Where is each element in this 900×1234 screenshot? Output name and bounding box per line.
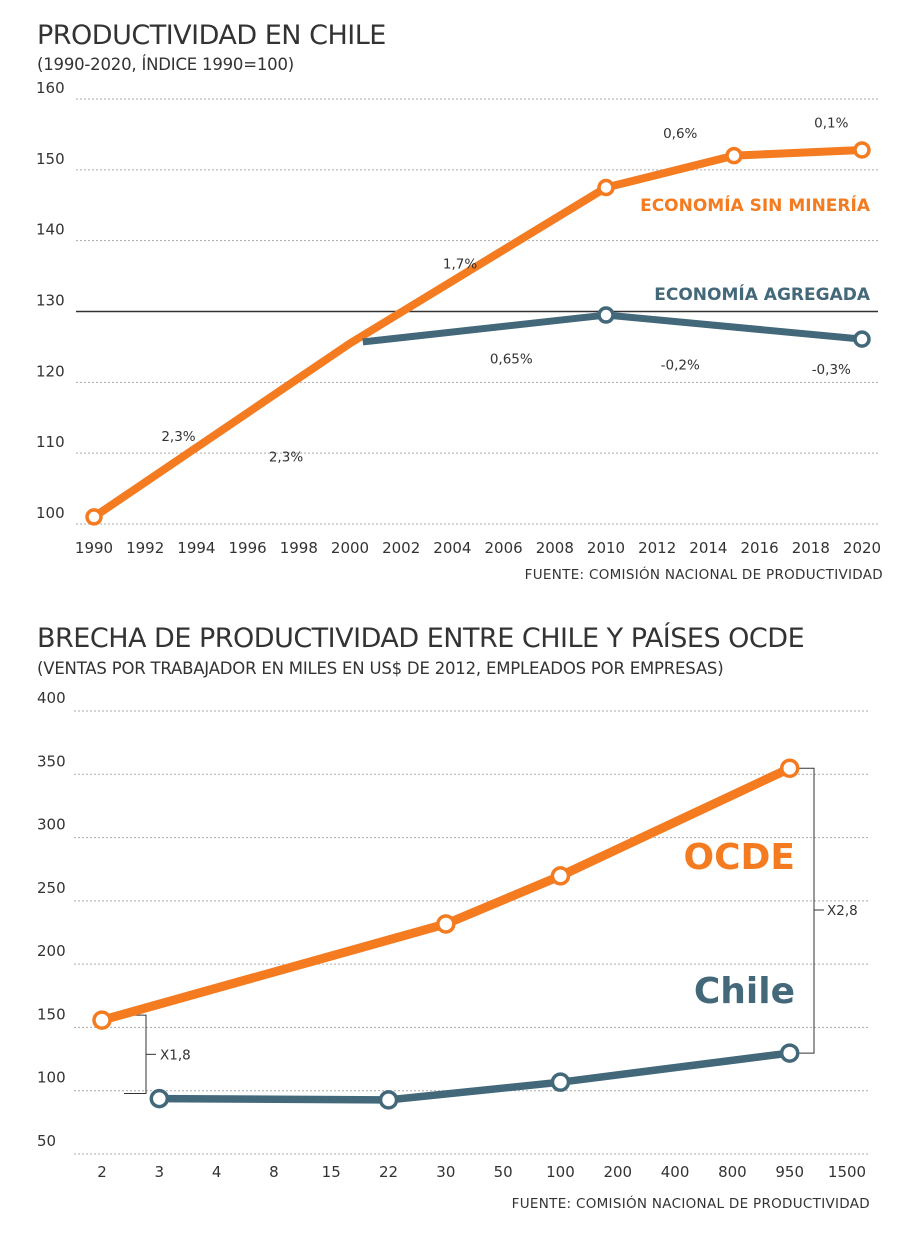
chart2-subtitle: (VENTAS POR TRABAJADOR EN MILES EN US$ D… xyxy=(37,659,724,678)
x-tick-label: 800 xyxy=(718,1163,747,1181)
y-tick-label: 130 xyxy=(36,292,65,310)
series-label: ECONOMÍA AGREGADA xyxy=(654,283,871,305)
y-tick-label: 120 xyxy=(36,362,65,380)
series-line xyxy=(100,764,792,1025)
x-tick-label: 2012 xyxy=(638,539,676,557)
data-point xyxy=(149,1088,170,1109)
chart2-plot: 50 100 150 200 250 300 350 400 2 3 4 8 15 22 30 50 100 20… xyxy=(37,689,870,1181)
y-tick-label: 200 xyxy=(37,942,66,960)
y-tick-label: 100 xyxy=(36,504,65,522)
growth-annotation: 2,3% xyxy=(161,429,195,445)
x-tick-label: 950 xyxy=(775,1163,804,1181)
series-label: Chile xyxy=(694,971,795,1012)
x-tick-label: 2 xyxy=(97,1163,107,1181)
x-tick-label: 1994 xyxy=(177,539,215,557)
chart2-title: BRECHA DE PRODUCTIVIDAD ENTRE CHILE Y PA… xyxy=(37,623,805,654)
x-tick-label: 2006 xyxy=(485,539,523,557)
chart1-plot: 100 110 120 130 140 150 160 1990 1992 1994 1996 199… xyxy=(36,79,881,557)
data-point xyxy=(85,508,103,526)
growth-annotation: 1,7% xyxy=(443,256,477,272)
x-tick-label: 2016 xyxy=(741,539,779,557)
x-tick-label: 2010 xyxy=(587,539,625,557)
y-tick-label: 110 xyxy=(36,433,65,451)
x-tick-label: 2008 xyxy=(536,539,574,557)
x-tick-label: 1992 xyxy=(126,539,164,557)
growth-annotation: -0,2% xyxy=(661,358,700,374)
data-point xyxy=(779,1043,800,1063)
x-tick-label: 2018 xyxy=(792,539,830,557)
data-point xyxy=(853,141,871,159)
data-point xyxy=(597,306,615,324)
y-tick-label: 400 xyxy=(37,689,66,707)
y-tick-label: 160 xyxy=(36,79,65,97)
data-point xyxy=(92,1010,112,1030)
x-tick-label: 2014 xyxy=(689,539,727,557)
x-tick-label: 2000 xyxy=(331,539,369,557)
chart1-source: FUENTE: COMISIÓN NACIONAL DE PRODUCTIVID… xyxy=(524,567,883,583)
gap-annotation: X2,8 xyxy=(827,903,858,919)
data-point xyxy=(550,866,571,886)
x-tick-label: 22 xyxy=(379,1163,398,1181)
x-tick-label: 1500 xyxy=(828,1163,866,1181)
y-tick-label: 100 xyxy=(37,1069,66,1087)
series-label: ECONOMÍA SIN MINERÍA xyxy=(640,194,871,216)
series-line xyxy=(159,1049,791,1104)
y-tick-label: 50 xyxy=(37,1132,56,1150)
data-point xyxy=(853,330,871,348)
data-point xyxy=(436,914,456,934)
chart2-source: FUENTE: COMISIÓN NACIONAL DE PRODUCTIVID… xyxy=(511,1196,870,1212)
data-point xyxy=(378,1090,399,1110)
growth-annotation: 0,65% xyxy=(490,351,533,367)
data-point xyxy=(550,1072,571,1092)
y-tick-label: 300 xyxy=(37,816,66,834)
x-tick-label: 50 xyxy=(494,1163,513,1181)
x-tick-label: 400 xyxy=(661,1163,690,1181)
y-tick-label: 150 xyxy=(36,150,65,168)
growth-annotation: -0,3% xyxy=(812,362,851,378)
x-tick-label: 4 xyxy=(212,1163,222,1181)
x-tick-label: 30 xyxy=(436,1163,455,1181)
y-tick-label: 150 xyxy=(37,1005,66,1023)
growth-annotation: 0,1% xyxy=(814,115,848,131)
x-tick-label: 2004 xyxy=(433,539,471,557)
growth-annotation: 0,6% xyxy=(663,126,697,142)
data-point xyxy=(597,178,615,197)
x-tick-label: 200 xyxy=(603,1163,632,1181)
x-tick-label: 1998 xyxy=(280,539,318,557)
gap-bracket xyxy=(796,767,815,1054)
x-tick-label: 3 xyxy=(155,1163,165,1181)
x-tick-label: 15 xyxy=(322,1163,341,1181)
gap-annotation: X1,8 xyxy=(160,1047,191,1063)
chart1-subtitle: (1990-2020, ÍNDICE 1990=100) xyxy=(37,55,294,74)
x-tick-label: 1996 xyxy=(229,539,267,557)
x-tick-label: 2002 xyxy=(382,539,420,557)
y-tick-label: 250 xyxy=(37,879,66,897)
chart1-title: PRODUCTIVIDAD EN CHILE xyxy=(37,20,386,51)
x-tick-label: 100 xyxy=(546,1163,575,1181)
x-tick-label: 2020 xyxy=(843,539,881,557)
y-tick-label: 140 xyxy=(36,221,65,239)
gap-bracket xyxy=(116,1014,147,1095)
x-tick-label: 8 xyxy=(269,1163,279,1181)
x-tick-label: 1990 xyxy=(75,539,113,557)
growth-annotation: 2,3% xyxy=(269,450,303,466)
y-tick-label: 350 xyxy=(37,752,66,770)
data-point xyxy=(725,146,743,165)
series-label: OCDE xyxy=(684,837,796,878)
data-point xyxy=(779,758,800,779)
